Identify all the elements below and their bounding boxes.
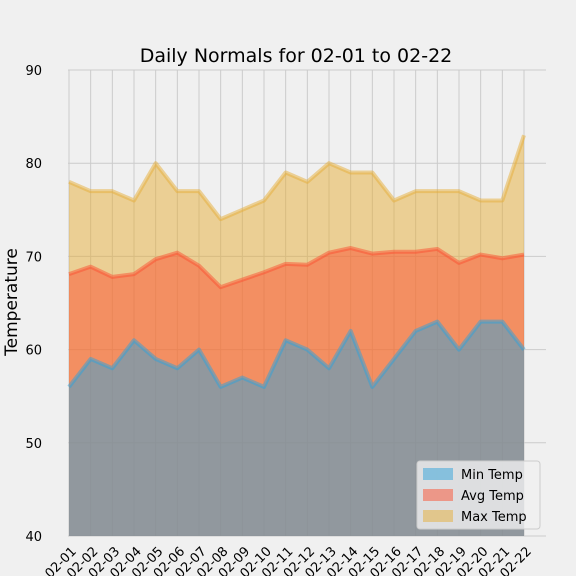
legend-label: Avg Temp <box>461 489 524 504</box>
area-series <box>67 134 526 537</box>
legend-label: Max Temp <box>461 510 527 525</box>
y-axis-ticks: 40 50 60 70 80 90 <box>25 64 42 545</box>
y-tick-label: 60 <box>25 344 42 359</box>
y-tick-label: 90 <box>25 64 42 79</box>
chart-title: Daily Normals for 02-01 to 02-22 <box>140 45 453 67</box>
legend-label: Min Temp <box>461 468 523 483</box>
series-line-min-temp <box>67 319 526 389</box>
y-axis-label: Temperature <box>2 248 22 357</box>
y-tick-label: 70 <box>25 250 42 265</box>
legend-swatch <box>423 510 453 522</box>
y-tick-label: 50 <box>25 437 42 452</box>
legend-swatch <box>423 468 453 480</box>
series-line-max-temp <box>68 134 526 222</box>
y-tick-label: 40 <box>25 530 42 545</box>
area-fill-min-temp <box>69 321 524 536</box>
legend: Min Temp Avg Temp Max Temp <box>416 460 541 530</box>
x-axis-ticks: 02-0102-0202-0302-0402-0502-0602-0702-08… <box>43 544 535 576</box>
series-line-avg-temp <box>68 246 525 290</box>
y-tick-label: 80 <box>25 157 42 172</box>
legend-swatch <box>423 489 453 501</box>
